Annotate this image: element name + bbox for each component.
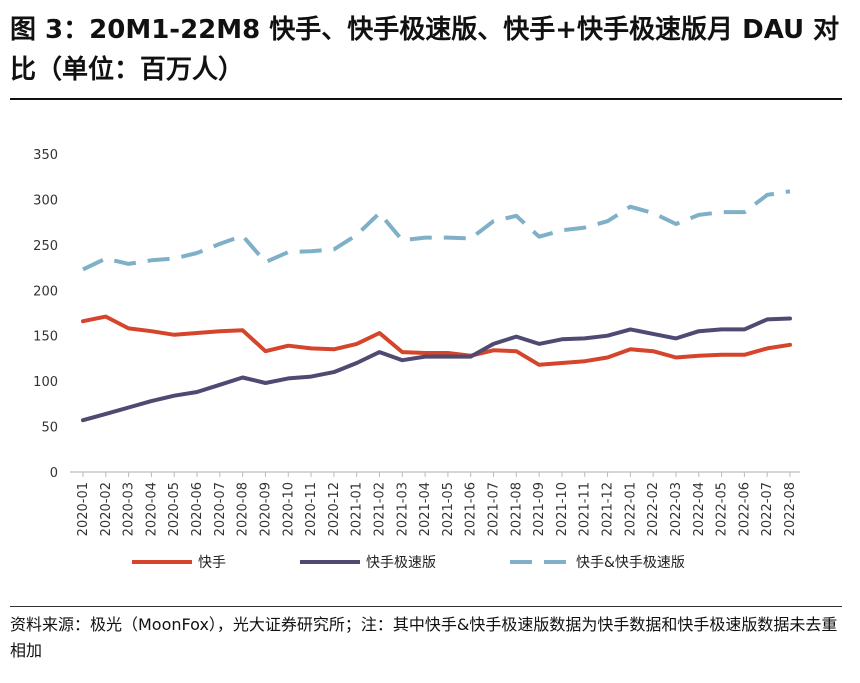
y-tick-label: 100 <box>33 375 58 390</box>
legend-label-3: 快手&快手极速版 <box>576 555 685 571</box>
source-note: 资料来源：极光（MoonFox），光大证券研究所；注：其中快手&快手极速版数据为… <box>10 615 838 660</box>
x-tick-label: 2020-02 <box>99 482 114 536</box>
x-tick-label: 2021-10 <box>555 482 570 536</box>
y-tick-label: 50 <box>41 421 58 436</box>
y-tick-label: 0 <box>50 466 58 481</box>
title-divider <box>10 98 842 100</box>
x-tick-label: 2020-10 <box>281 482 296 536</box>
x-tick-label: 2022-04 <box>692 482 707 536</box>
chart-title: 图 3：20M1-22M8 快手、快手极速版、快手+快手极速版月 DAU 对比（… <box>10 15 840 85</box>
x-tick-label: 2021-04 <box>418 482 433 536</box>
x-tick-label: 2022-03 <box>669 482 684 536</box>
x-tick-label: 2021-07 <box>487 482 502 536</box>
legend-label-2: 快手极速版 <box>366 555 436 571</box>
x-tick-label: 2020-05 <box>167 482 182 536</box>
x-tick-label: 2020-04 <box>144 482 159 536</box>
x-tick-label: 2021-05 <box>441 482 456 536</box>
series-line-1 <box>81 314 792 367</box>
x-tick-label: 2020-12 <box>327 482 342 536</box>
x-tick-label: 2022-02 <box>646 482 661 536</box>
x-tick-label: 2020-11 <box>304 482 319 536</box>
x-tick-label: 2021-09 <box>532 482 547 536</box>
y-tick-label: 250 <box>33 239 58 254</box>
y-tick-label: 150 <box>33 330 58 345</box>
x-tick-label: 2022-06 <box>737 482 752 536</box>
y-tick-label: 350 <box>33 148 58 163</box>
x-tick-label: 2020-08 <box>236 482 251 536</box>
x-tick-label: 2021-08 <box>509 482 524 536</box>
footer-divider <box>10 606 842 607</box>
x-tick-label: 2020-07 <box>213 482 228 536</box>
legend-label-1: 快手 <box>198 555 226 571</box>
x-tick-label: 2020-01 <box>76 482 91 536</box>
x-tick-label: 2020-03 <box>122 482 137 536</box>
x-tick-label: 2022-05 <box>715 482 730 536</box>
x-axis: 2020-01 2020-02 2020-03 2020-04 2020-05 2020-… <box>70 471 800 536</box>
x-tick-label: 2021-02 <box>372 482 387 536</box>
series-line-3 <box>82 189 791 272</box>
x-tick-label: 2021-12 <box>601 482 616 536</box>
x-tick-label: 2021-06 <box>464 482 479 536</box>
legend: 快手 快手极速版 快手&快手极速版 <box>132 555 685 571</box>
series-line-2 <box>81 316 792 423</box>
y-axis: 0 50 100 150 200 250 300 350 <box>33 148 58 481</box>
y-tick-label: 300 <box>33 193 58 208</box>
series-lines <box>81 189 792 423</box>
y-tick-label: 200 <box>33 284 58 299</box>
x-tick-label: 2021-03 <box>395 482 410 536</box>
x-tick-label: 2022-01 <box>623 482 638 536</box>
x-tick-label: 2021-01 <box>350 482 365 536</box>
x-tick-label: 2022-07 <box>760 482 775 536</box>
x-tick-label: 2020-09 <box>258 482 273 536</box>
x-tick-label: 2021-11 <box>578 482 593 536</box>
x-tick-label: 2022-08 <box>783 482 798 536</box>
x-tick-label: 2020-06 <box>190 482 205 536</box>
